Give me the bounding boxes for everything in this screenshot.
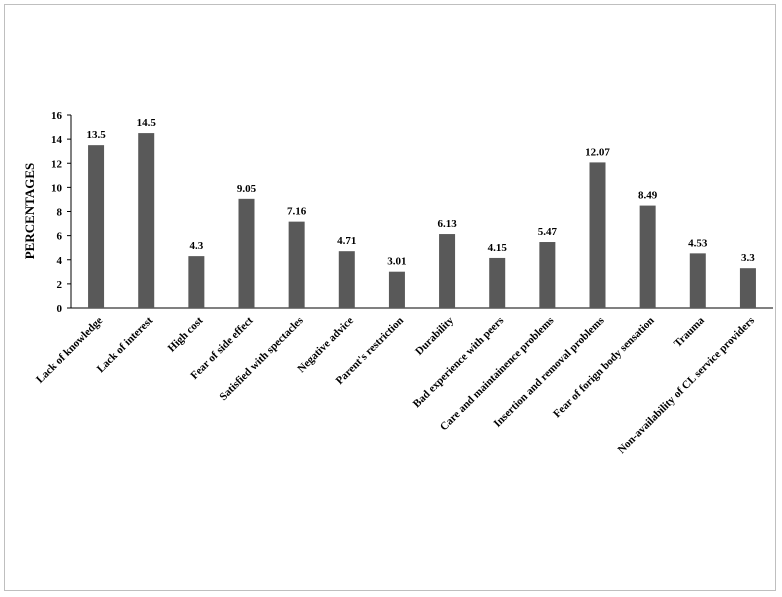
y-axis-label: PERCENTAGES (22, 163, 37, 260)
data-label: 3.3 (741, 252, 755, 264)
y-tick-label: 14 (51, 134, 63, 146)
data-label: 14.5 (137, 117, 157, 129)
y-axis: 0 2 4 6 8 10 12 14 16 (51, 110, 72, 315)
bar (388, 271, 405, 308)
y-tick-label: 16 (51, 110, 63, 122)
y-tick-label: 0 (57, 303, 63, 315)
data-label: 4.15 (488, 242, 508, 254)
y-tick-label: 4 (57, 255, 63, 267)
data-label: 6.13 (437, 218, 457, 230)
data-label: 4.71 (337, 235, 356, 247)
y-tick-label: 6 (57, 231, 63, 243)
data-label: 4.53 (688, 237, 708, 249)
data-label: 5.47 (538, 226, 558, 238)
bar (138, 133, 155, 308)
bar (238, 198, 255, 308)
y-tick-label: 8 (57, 207, 63, 219)
data-label: 4.3 (189, 240, 203, 252)
bar (739, 268, 756, 308)
bar (489, 257, 506, 308)
category-label: Trauma (672, 314, 707, 349)
bar (689, 253, 706, 308)
data-label: 7.16 (287, 206, 307, 218)
bar (338, 251, 355, 308)
y-tick-label: 12 (51, 158, 63, 170)
category-label: Durability (413, 314, 456, 357)
category-label: Bad experience with peers (411, 314, 507, 410)
data-label: 13.5 (86, 129, 106, 141)
data-label: 8.49 (638, 190, 658, 202)
bar (439, 234, 456, 308)
bars (88, 133, 756, 308)
bar (88, 145, 105, 308)
bar (539, 242, 556, 308)
data-labels: 13.5 14.5 4.3 9.05 7.16 4.71 3.01 6.13 4.15 5.47 1… (86, 117, 755, 268)
bar (188, 256, 205, 308)
bar (639, 205, 656, 308)
category-label: Fear of forign body sensation (551, 315, 657, 421)
data-label: 3.01 (387, 256, 406, 268)
y-tick-label: 10 (51, 182, 63, 194)
category-label: Lack of knowledge (34, 315, 105, 386)
data-label: 12.07 (585, 146, 610, 158)
category-label: Satisfied with spectacles (217, 314, 306, 403)
category-label: High cost (166, 314, 206, 354)
bar (288, 221, 305, 308)
data-label: 9.05 (237, 183, 257, 195)
y-tick-label: 2 (57, 279, 63, 291)
bar (589, 162, 606, 308)
